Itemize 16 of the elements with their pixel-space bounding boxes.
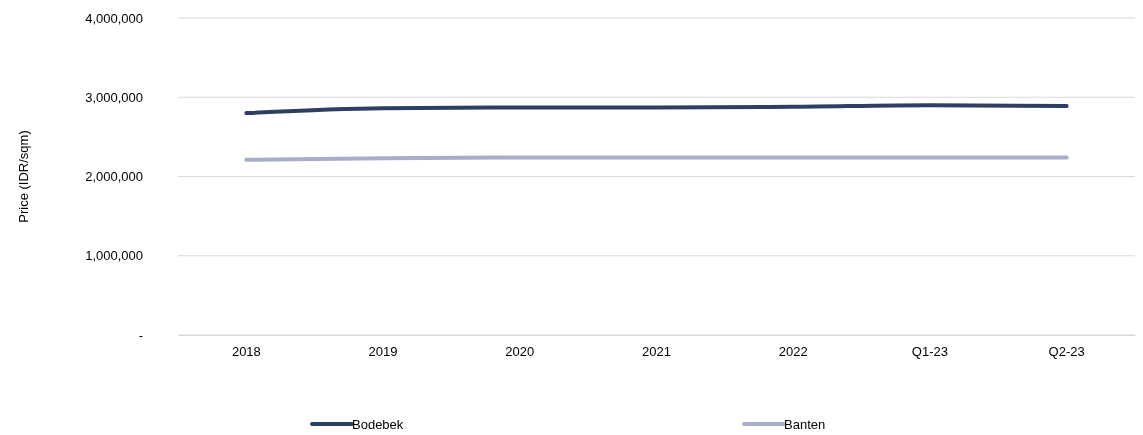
y-tick-label: 1,000,000 — [85, 248, 143, 264]
x-tick-label: 2021 — [642, 344, 671, 360]
y-tick-label: - — [138, 327, 143, 343]
x-tick-label: Q1-23 — [911, 344, 948, 360]
y-axis-title: Price (IDR/sqm) — [16, 130, 31, 223]
x-tick-label: 2022 — [778, 344, 808, 360]
y-tick-label: 3,000,000 — [85, 89, 143, 105]
legend-label: Bodebek — [352, 417, 404, 432]
x-tick-label: Q2-23 — [1048, 344, 1085, 360]
x-tick-label: 2020 — [505, 344, 535, 360]
x-tick-label: 2019 — [368, 344, 398, 360]
y-tick-label: 2,000,000 — [85, 169, 143, 185]
x-tick-label: 2018 — [231, 344, 261, 360]
legend-label: Banten — [784, 417, 826, 432]
line-series — [244, 103, 1069, 116]
y-tick-label: 4,000,000 — [85, 10, 143, 26]
